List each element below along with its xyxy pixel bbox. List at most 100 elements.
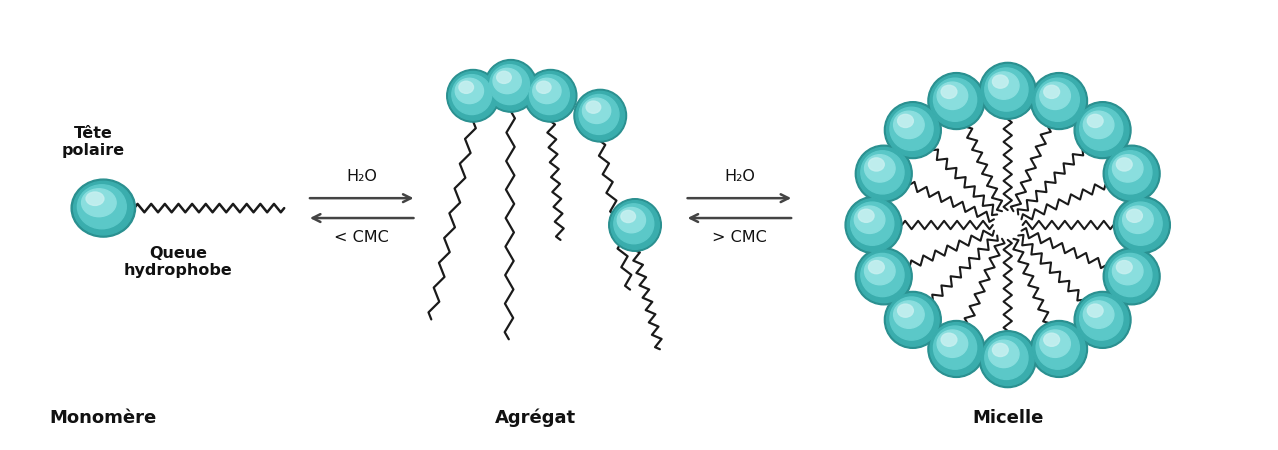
Ellipse shape (74, 181, 133, 235)
Ellipse shape (447, 69, 500, 122)
Ellipse shape (889, 107, 933, 150)
Ellipse shape (897, 114, 914, 127)
Ellipse shape (937, 330, 967, 357)
Ellipse shape (864, 155, 895, 182)
Ellipse shape (937, 82, 967, 109)
Ellipse shape (1116, 198, 1168, 252)
Ellipse shape (583, 98, 611, 123)
Ellipse shape (1117, 261, 1132, 274)
Ellipse shape (484, 59, 537, 112)
Ellipse shape (617, 207, 645, 233)
Ellipse shape (489, 65, 529, 104)
Ellipse shape (982, 333, 1034, 386)
Ellipse shape (1033, 323, 1085, 375)
Ellipse shape (993, 343, 1008, 356)
Ellipse shape (621, 211, 635, 223)
Ellipse shape (1036, 326, 1080, 369)
Ellipse shape (941, 333, 957, 346)
Ellipse shape (861, 151, 904, 194)
Ellipse shape (1088, 114, 1103, 127)
Ellipse shape (930, 75, 983, 127)
Ellipse shape (537, 81, 551, 93)
Ellipse shape (930, 323, 983, 375)
Ellipse shape (884, 292, 942, 348)
Ellipse shape (887, 104, 939, 157)
Ellipse shape (1112, 257, 1143, 285)
Ellipse shape (1074, 102, 1131, 158)
Ellipse shape (887, 293, 939, 346)
Ellipse shape (611, 201, 659, 249)
Ellipse shape (1117, 158, 1132, 171)
Ellipse shape (884, 102, 942, 158)
Ellipse shape (847, 198, 900, 252)
Text: Micelle: Micelle (973, 409, 1043, 427)
Ellipse shape (1080, 107, 1123, 150)
Ellipse shape (988, 340, 1019, 368)
Text: Agrégat: Agrégat (495, 408, 576, 427)
Ellipse shape (1127, 209, 1143, 222)
Ellipse shape (1105, 147, 1158, 200)
Ellipse shape (979, 331, 1036, 387)
Ellipse shape (497, 71, 511, 83)
Text: Monomère: Monomère (50, 409, 157, 427)
Ellipse shape (1080, 297, 1123, 340)
Ellipse shape (529, 75, 569, 115)
Ellipse shape (1044, 333, 1059, 346)
Ellipse shape (855, 248, 912, 305)
Ellipse shape (985, 336, 1028, 379)
Ellipse shape (579, 94, 619, 135)
Ellipse shape (1074, 292, 1131, 348)
Ellipse shape (459, 81, 474, 93)
Ellipse shape (1103, 145, 1160, 202)
Ellipse shape (855, 145, 912, 202)
Text: Tête
polaire: Tête polaire (61, 126, 125, 158)
Ellipse shape (82, 189, 116, 217)
Ellipse shape (493, 68, 521, 94)
Ellipse shape (858, 147, 910, 200)
Ellipse shape (869, 261, 884, 274)
Ellipse shape (933, 78, 976, 122)
Ellipse shape (979, 63, 1036, 119)
Ellipse shape (524, 69, 576, 122)
Ellipse shape (928, 320, 985, 378)
Ellipse shape (845, 197, 902, 253)
Ellipse shape (72, 179, 135, 237)
Ellipse shape (988, 72, 1019, 99)
Ellipse shape (889, 297, 933, 340)
Ellipse shape (86, 192, 104, 205)
Ellipse shape (854, 206, 884, 234)
Ellipse shape (897, 304, 914, 317)
Ellipse shape (78, 185, 127, 229)
Ellipse shape (608, 199, 661, 251)
Ellipse shape (933, 326, 976, 369)
Text: H₂O: H₂O (723, 169, 755, 184)
Ellipse shape (864, 257, 895, 285)
Text: < CMC: < CMC (335, 230, 389, 245)
Ellipse shape (851, 202, 893, 245)
Ellipse shape (452, 75, 492, 115)
Ellipse shape (1076, 104, 1128, 157)
Ellipse shape (941, 85, 957, 99)
Ellipse shape (1076, 293, 1128, 346)
Ellipse shape (869, 158, 884, 171)
Ellipse shape (1036, 78, 1080, 122)
Ellipse shape (1112, 155, 1143, 182)
Ellipse shape (861, 253, 904, 297)
Ellipse shape (455, 78, 483, 104)
Ellipse shape (858, 250, 910, 303)
Ellipse shape (1084, 301, 1114, 328)
Ellipse shape (1033, 75, 1085, 127)
Ellipse shape (574, 90, 626, 142)
Text: H₂O: H₂O (346, 169, 377, 184)
Ellipse shape (533, 78, 561, 104)
Ellipse shape (993, 75, 1008, 88)
Ellipse shape (1088, 304, 1103, 317)
Ellipse shape (1084, 111, 1114, 139)
Ellipse shape (859, 209, 874, 222)
Ellipse shape (613, 204, 654, 244)
Ellipse shape (576, 91, 625, 140)
Ellipse shape (1030, 320, 1088, 378)
Ellipse shape (928, 72, 985, 130)
Ellipse shape (1109, 151, 1151, 194)
Ellipse shape (1030, 72, 1088, 130)
